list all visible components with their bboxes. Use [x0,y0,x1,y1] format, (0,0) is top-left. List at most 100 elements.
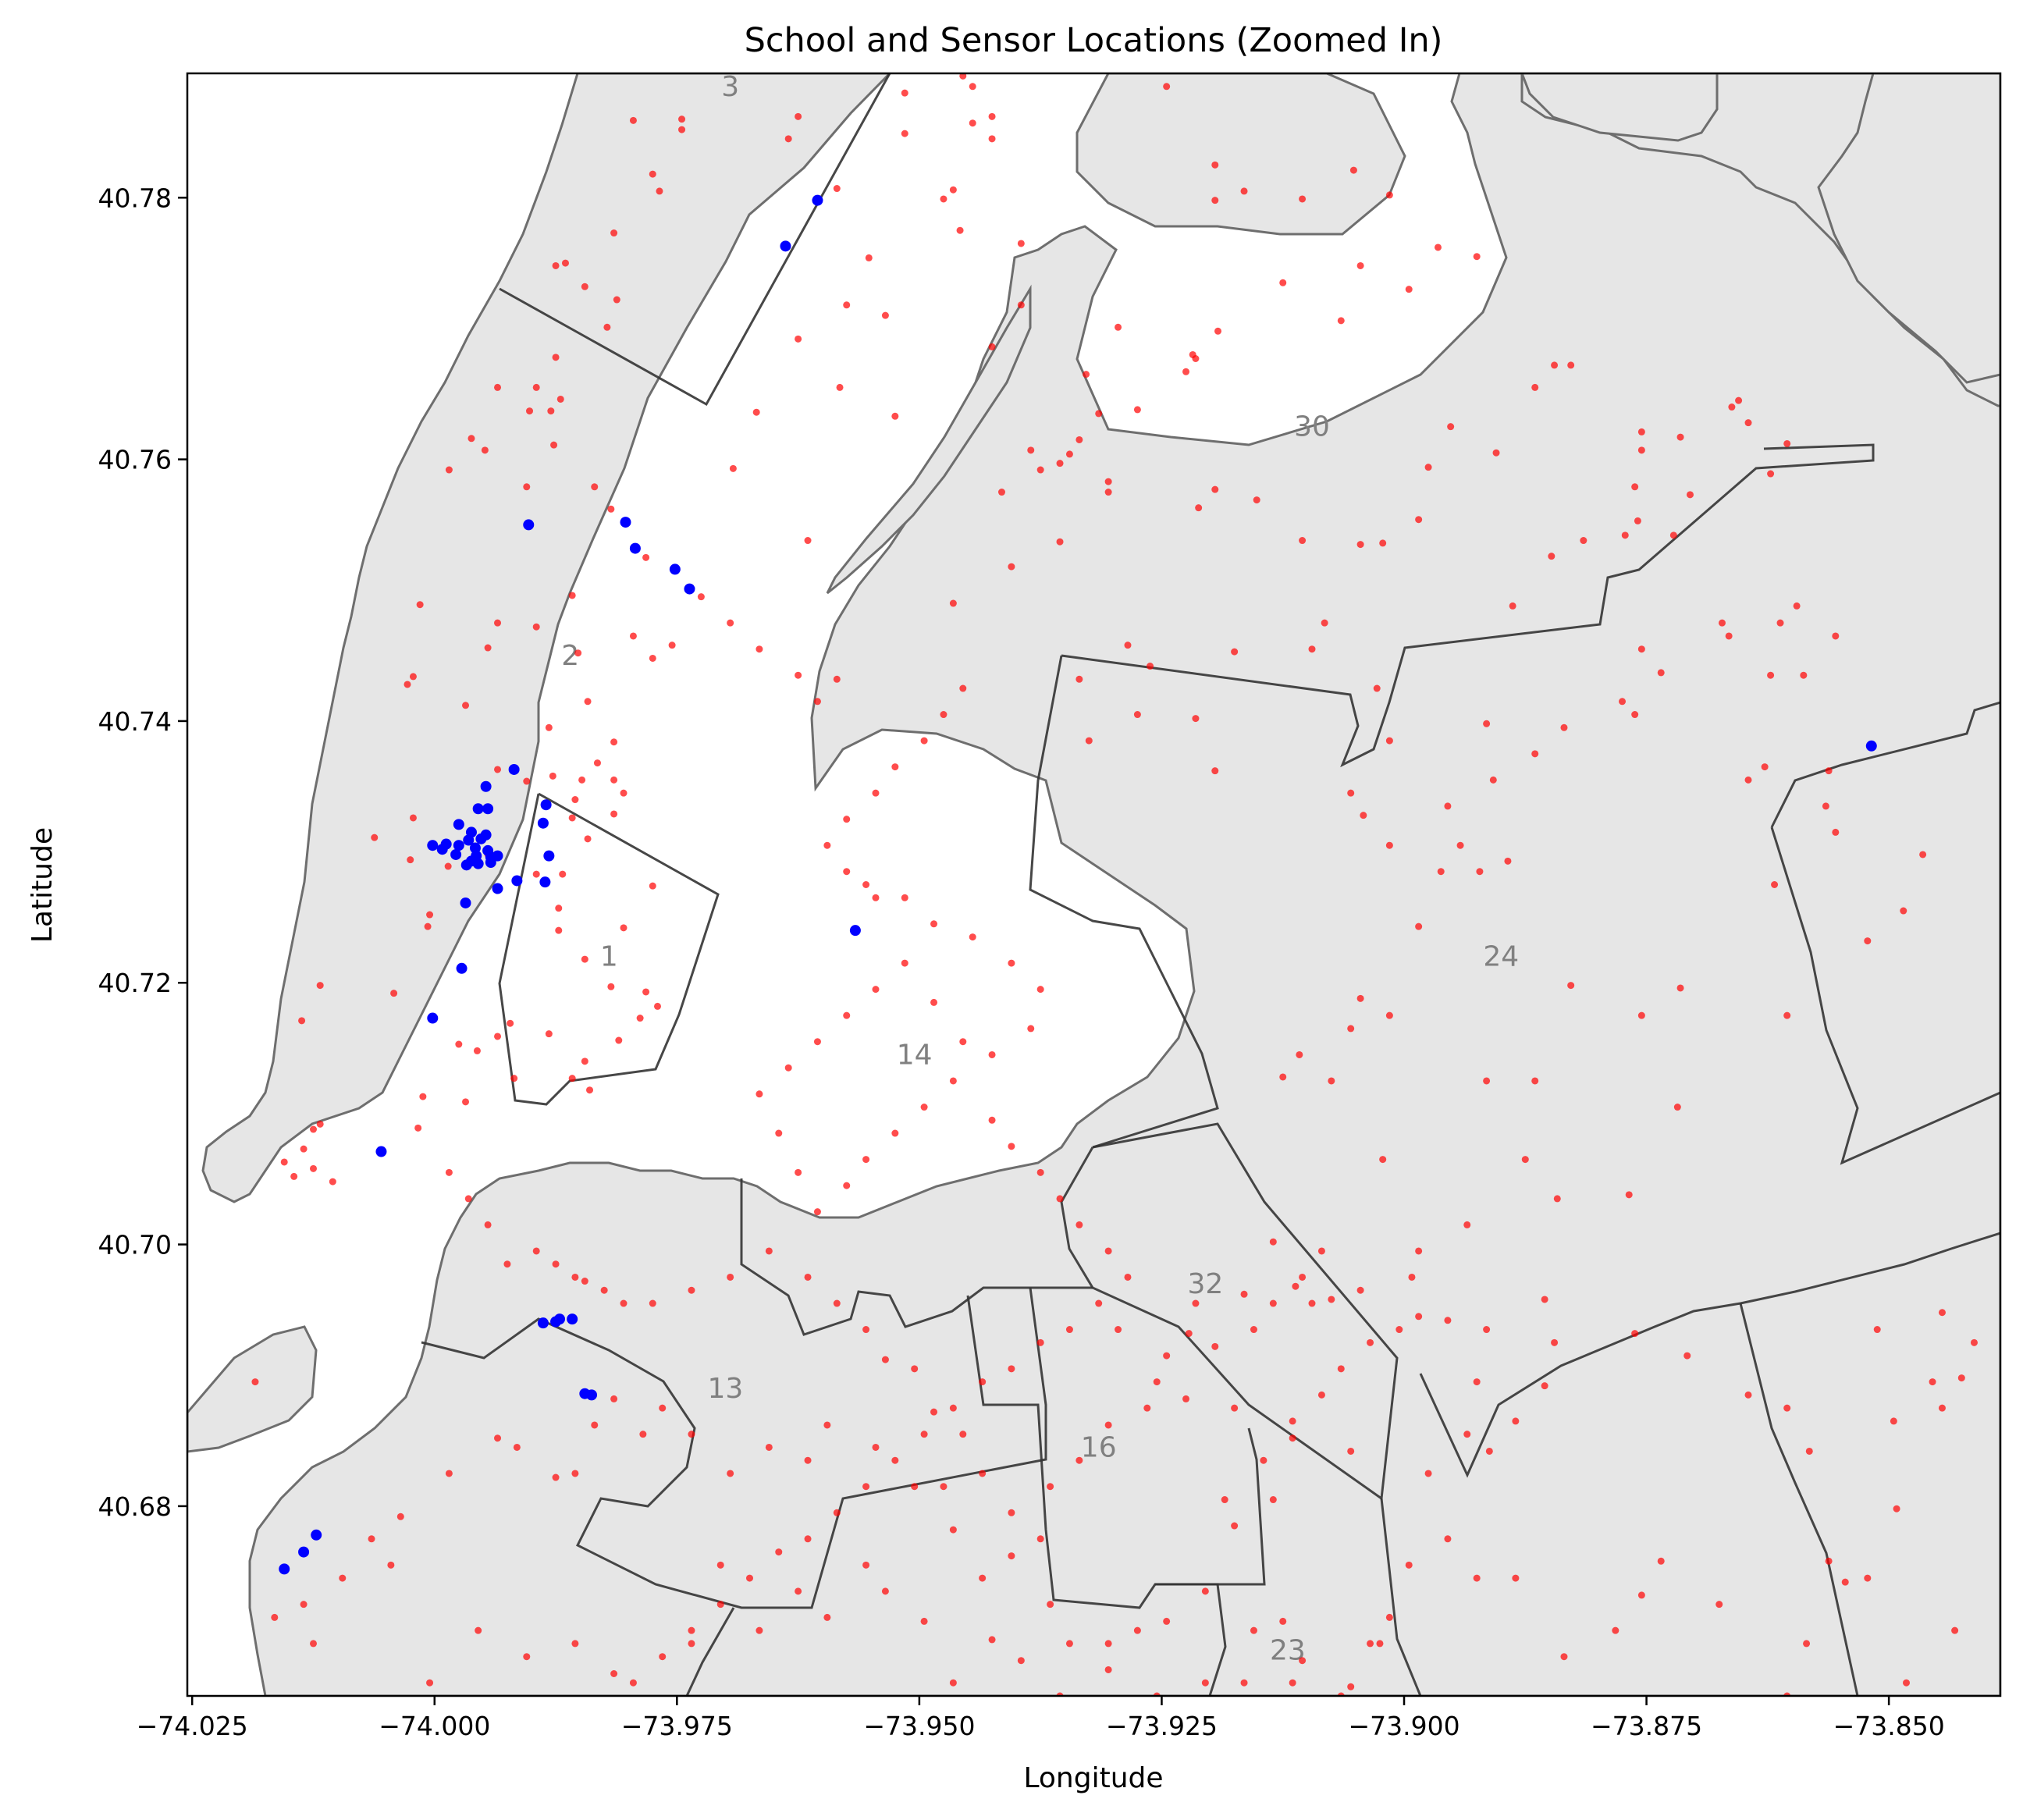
school-point [988,112,996,120]
school-point [1385,737,1393,745]
sensor-point [463,834,475,846]
school-point [1321,619,1328,627]
school-point [1473,1378,1481,1386]
district-border-30-24 [1061,443,1875,768]
school-point [1560,1653,1568,1661]
school-point [1104,478,1112,485]
school-point [607,505,615,513]
school-point [600,1286,608,1294]
school-point [1783,439,1791,447]
school-point [979,1574,987,1582]
land-bronx-east [1817,73,2000,384]
school-point [765,1443,773,1451]
y-tick-label: 40.68 [98,1491,172,1522]
sensor-point [311,1529,322,1541]
school-point [445,466,453,474]
school-point [1485,1447,1493,1455]
school-point [1385,841,1393,849]
school-point [920,1104,928,1111]
school-point [1240,1679,1248,1687]
school-point [1367,1640,1374,1648]
sensor-point [537,817,549,829]
school-point [1017,1657,1025,1665]
school-point [1437,868,1445,876]
school-point [988,1636,996,1644]
school-point [561,259,569,267]
school-point [891,763,899,771]
school-point [571,1273,579,1281]
school-point [1289,1679,1296,1687]
school-point [795,1587,802,1595]
district-label-1: 1 [600,941,618,973]
school-point [872,789,880,797]
school-point [593,759,601,767]
school-point [969,119,976,127]
school-point [1065,450,1073,458]
school-point [1612,1626,1619,1634]
sensor-point [472,858,484,869]
district-border-23 [1155,1583,1227,1696]
school-point [862,1156,870,1164]
school-point [416,601,424,609]
school-point [547,407,555,415]
school-point [1240,1290,1248,1298]
school-point [568,814,576,822]
school-point [1095,1299,1103,1307]
x-tick-label: −74.025 [137,1711,248,1741]
school-point [1017,240,1025,247]
school-point [581,955,588,963]
school-point [1133,1626,1141,1634]
school-point [1832,632,1840,640]
school-point [1463,1221,1471,1228]
school-point [1008,1143,1015,1150]
school-point [1385,1011,1393,1019]
school-point [1163,83,1171,91]
school-point [920,1617,928,1625]
school-point [1509,602,1516,610]
school-point [1201,1587,1209,1595]
school-point [1269,1299,1277,1307]
school-point [1376,1640,1384,1648]
school-point [309,1125,317,1133]
school-point [1056,1195,1064,1203]
school-point [591,1421,599,1429]
school-point [1541,1382,1548,1390]
school-point [930,1408,938,1416]
school-point [571,1640,579,1648]
district-label-32: 32 [1187,1268,1223,1300]
school-point [523,1653,531,1661]
y-tick-label: 40.74 [98,706,172,737]
school-point [727,1470,734,1477]
school-point [1793,602,1801,610]
school-point [1133,406,1141,414]
district-border-19b [1739,1303,1859,1696]
school-point [1317,1391,1325,1399]
sensor-point [485,856,496,868]
school-point [407,856,414,864]
school-point [756,1090,763,1098]
district-border-24-right [1770,701,2000,828]
school-point [659,1653,667,1661]
school-point [1017,301,1025,309]
school-point [642,988,650,996]
school-point [804,1535,812,1543]
school-point [494,1033,502,1040]
school-point [1783,1011,1791,1019]
school-point [552,261,560,269]
school-point [1473,1574,1481,1582]
school-point [1356,261,1364,269]
school-point [300,1601,308,1608]
school-point [1289,1434,1296,1442]
school-point [424,922,432,930]
school-point [1744,419,1752,427]
school-point [1349,166,1357,174]
school-point [610,738,618,746]
school-point [1075,435,1083,443]
school-point [823,1613,831,1621]
school-point [629,632,637,640]
district-border-13-15 [421,1287,1047,1609]
school-point [949,1526,957,1534]
school-point [956,226,964,234]
school-point [1192,1299,1200,1307]
